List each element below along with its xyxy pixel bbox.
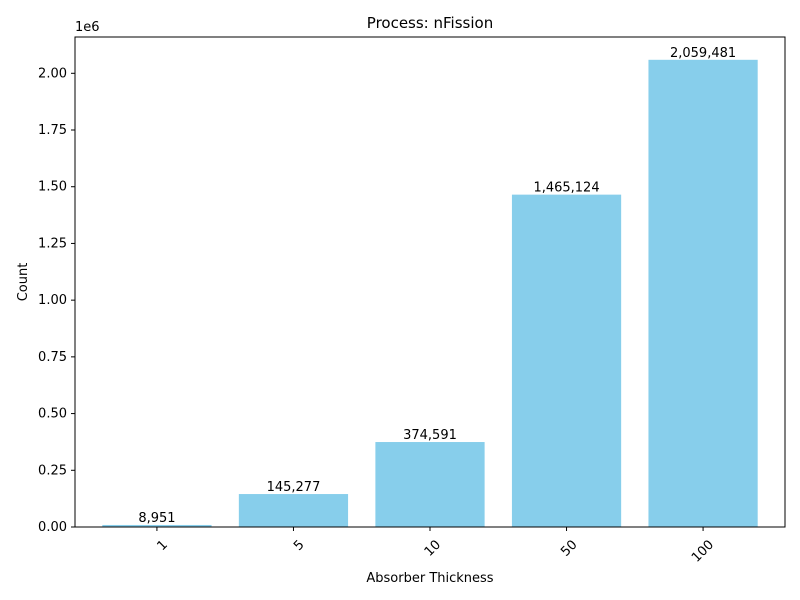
y-tick-label: 1.75: [38, 123, 67, 138]
x-axis-label: Absorber Thickness: [366, 571, 493, 586]
chart-title: Process: nFission: [367, 14, 493, 32]
bars-layer: [102, 59, 758, 528]
y-tick-label: 2.00: [38, 66, 67, 81]
bar-10: [375, 442, 485, 527]
y-tick-label: 1.25: [38, 236, 67, 251]
y-tick-label: 0.25: [38, 463, 67, 478]
x-tick-label: 5: [291, 537, 307, 553]
data-label-100: 2,059,481: [670, 46, 736, 61]
y-tick-label: 0.75: [38, 350, 67, 365]
x-tick-label: 100: [689, 537, 717, 565]
data-label-1: 8,951: [138, 511, 175, 526]
bar-5: [238, 494, 349, 527]
y-offset-label: 1e6: [75, 20, 100, 35]
data-label-50: 1,465,124: [533, 181, 599, 196]
bar-1: [102, 524, 212, 527]
bar-100: [648, 59, 758, 528]
y-axis-label: Count: [16, 263, 31, 302]
y-tick-label: 0.50: [38, 407, 67, 422]
x-tick-label: 10: [422, 537, 444, 559]
y-tick-label: 1.50: [38, 180, 67, 195]
x-tick-label: 1: [155, 537, 171, 553]
bar-50: [511, 194, 622, 527]
data-label-5: 145,277: [267, 480, 321, 495]
x-tick-label: 50: [558, 537, 580, 559]
y-tick-label: 0.00: [38, 520, 67, 535]
data-labels-layer: 8,951 145,277 374,591 1,465,124 2,059,481: [138, 46, 736, 526]
data-label-10: 374,591: [403, 428, 457, 443]
y-tick-label: 1.00: [38, 293, 67, 308]
